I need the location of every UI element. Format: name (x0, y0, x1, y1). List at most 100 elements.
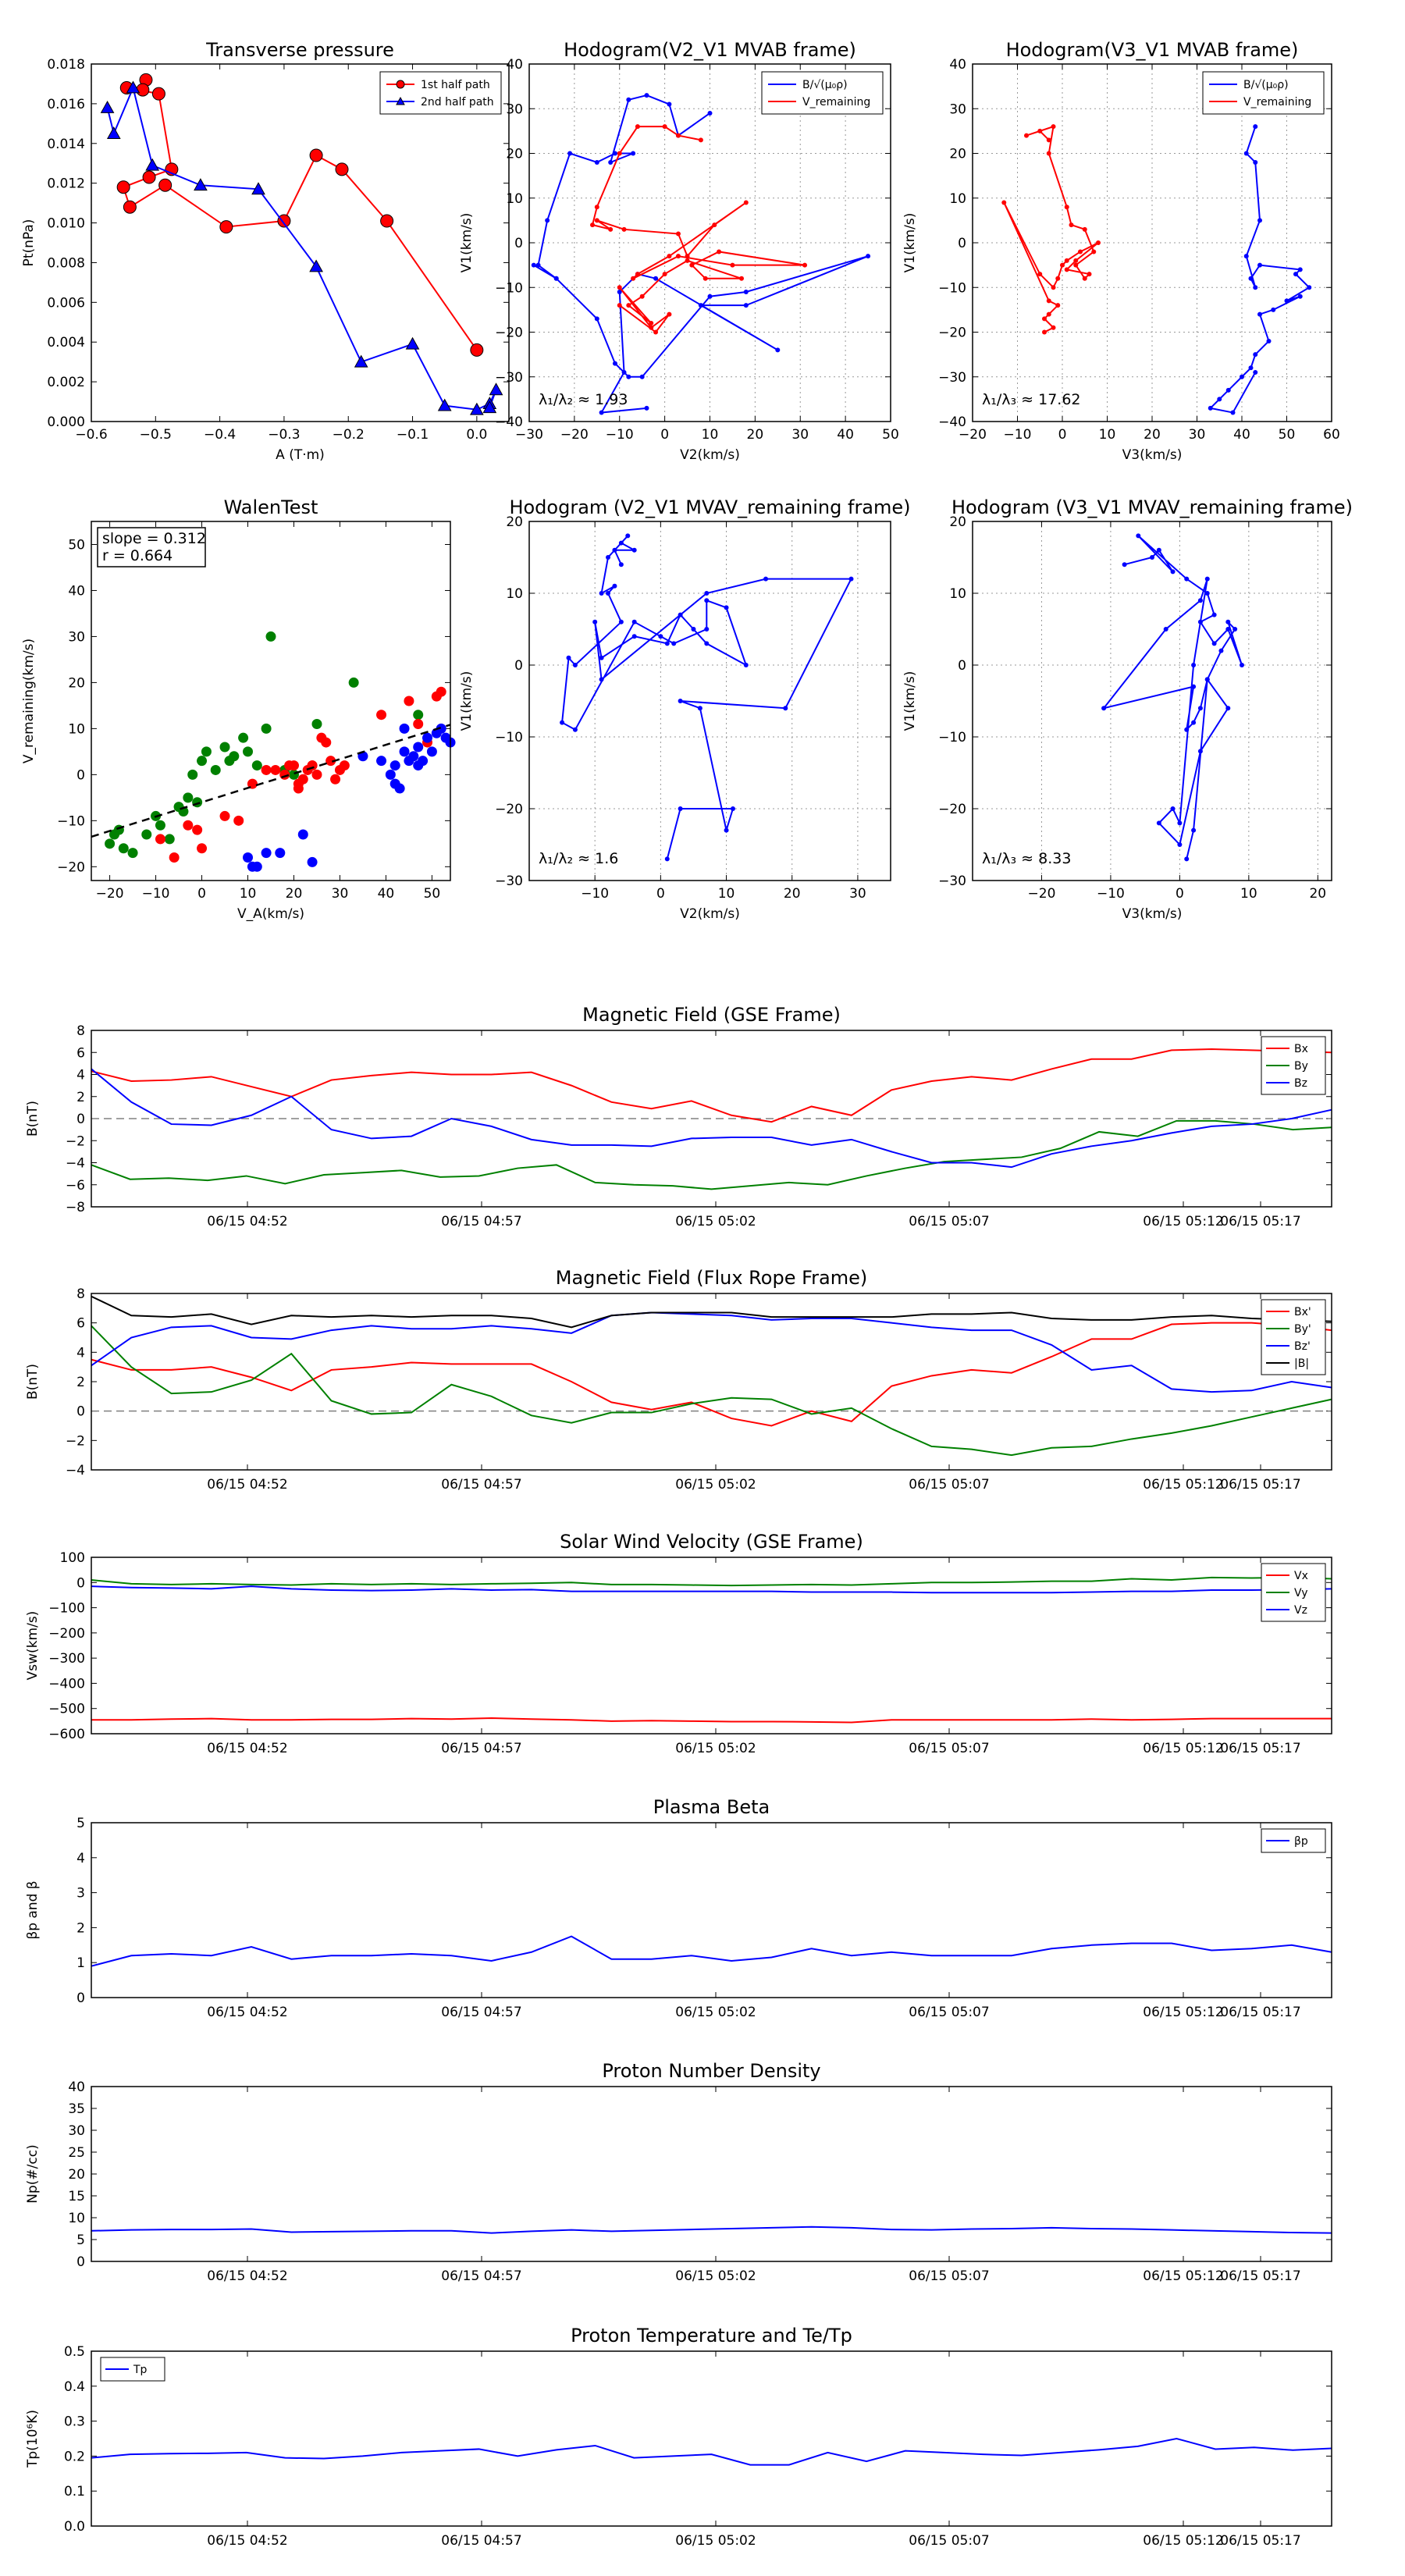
data-point (1046, 137, 1051, 143)
data-point (437, 398, 452, 411)
y-tick-label: 0.010 (47, 216, 85, 232)
data-point-red (330, 774, 341, 785)
y-tick-label: 6 (76, 1316, 85, 1332)
data-point (1253, 159, 1258, 165)
data-point (1046, 298, 1051, 304)
data-point (1243, 151, 1249, 156)
data-point (1204, 576, 1210, 582)
data-point-red (404, 696, 414, 706)
y-tick-label: 15 (68, 2189, 85, 2204)
data-point-blue (385, 769, 396, 780)
time-tick-label: 06/15 05:02 (675, 2005, 756, 2020)
y-tick-label: 0.000 (47, 415, 85, 430)
legend-label: 1st half path (421, 79, 490, 91)
data-point (469, 402, 484, 415)
data-point (572, 663, 578, 667)
y-tick-label: 0.006 (47, 295, 85, 311)
data-point-blue (426, 746, 437, 757)
y-tick-label: 0.5 (64, 2344, 85, 2360)
chart-title: Plasma Beta (653, 1796, 770, 1818)
data-point-green (118, 843, 129, 854)
y-tick-label: 10 (68, 2211, 85, 2226)
data-point (1078, 249, 1083, 254)
data-point (1101, 706, 1107, 711)
data-point (631, 547, 637, 553)
x-tick-label: 50 (882, 427, 899, 443)
time-tick-label: 06/15 04:52 (207, 1477, 287, 1493)
chart-title: Magnetic Field (Flux Rope Frame) (556, 1267, 867, 1289)
data-point (594, 205, 599, 210)
data-point (626, 374, 631, 379)
data-point (106, 126, 121, 139)
panel-tp: 0.0 0.1 0.2 0.3 0.4 0.5 06/15 04:52 06/15 04:57… (25, 2325, 1332, 2549)
data-point (717, 249, 722, 254)
time-tick-label: 06/15 05:17 (1220, 2005, 1300, 2020)
data-point (698, 137, 703, 143)
y-tick-label: 10 (506, 586, 523, 602)
x-tick-label: 30 (1189, 427, 1206, 443)
data-point (1042, 316, 1047, 322)
data-point (644, 93, 649, 98)
data-point (689, 262, 695, 268)
y-axis-label: Vsw(km/s) (25, 1611, 41, 1681)
data-point (482, 400, 497, 414)
data-point (1091, 249, 1097, 254)
data-point (1177, 820, 1183, 826)
y-axis-label: Tp(10⁶K) (25, 2410, 41, 2468)
data-point (553, 276, 559, 281)
data-point (675, 231, 681, 237)
y-tick-label: 0.2 (64, 2449, 85, 2464)
panel-bfr: −4 −2 0 2 4 6 8 06/15 04:52 06/15 04:57 06/15 05:… (25, 1267, 1332, 1493)
time-tick-label: 06/15 05:07 (909, 1741, 989, 1756)
data-point-red (197, 843, 208, 854)
legend-label: Bx (1294, 1043, 1308, 1055)
y-tick-label: −40 (495, 415, 523, 430)
y-tick-label: −30 (938, 370, 966, 386)
series-line-Bz (91, 1068, 1332, 1169)
series-line-By' (91, 1325, 1332, 1457)
data-point (1257, 311, 1262, 317)
legend: Tp (100, 2357, 165, 2382)
plot-frame (91, 1822, 1332, 1998)
data-point (1297, 294, 1303, 299)
data-point-blue (436, 723, 446, 734)
data-point-blue (422, 732, 433, 743)
y-tick-label: 4 (76, 1345, 85, 1361)
data-point (151, 87, 165, 101)
panel-bgse: −8 −6 −4 −2 0 2 4 6 8 06/15 04:52 06/15 04:57 06/15… (25, 1004, 1332, 1229)
data-point (566, 655, 571, 660)
data-point-blue (275, 848, 286, 859)
data-point (685, 258, 690, 263)
data-point (724, 605, 729, 610)
data-point-green (413, 710, 424, 720)
data-point (1240, 374, 1244, 379)
data-point (612, 361, 617, 366)
data-point (702, 276, 708, 281)
chart-title: Hodogram (V2_V1 MVAV_remaining frame) (509, 496, 910, 518)
data-point-green (288, 769, 299, 780)
x-axis-label: V2(km/s) (680, 447, 740, 463)
data-point (664, 856, 670, 862)
y-axis-label: βp and β (25, 1880, 41, 1939)
data-point (653, 329, 659, 335)
time-tick-label: 06/15 05:02 (675, 1477, 756, 1493)
data-point-red (376, 710, 387, 720)
data-point (1191, 663, 1197, 667)
data-point (470, 343, 484, 357)
data-point (639, 374, 645, 379)
data-point-green (243, 746, 254, 757)
y-tick-label: 6 (76, 1045, 85, 1061)
eigen-ratio-annotation: λ₁/λ₂ ≈ 1.6 (539, 850, 618, 867)
y-axis-label: B(nT) (25, 1364, 41, 1400)
y-tick-label: 0.1 (64, 2484, 85, 2500)
chart-title: Transverse pressure (205, 39, 394, 61)
y-tick-label: 20 (506, 147, 523, 162)
legend: B/√(μ₀ρ) V_remaining (1202, 71, 1325, 115)
data-point (145, 158, 160, 171)
x-tick-label: 10 (718, 886, 735, 902)
data-point-red (293, 783, 304, 794)
data-point-red (311, 769, 322, 780)
data-point (535, 262, 541, 268)
data-point (1170, 806, 1176, 811)
y-tick-label: 40 (506, 57, 523, 73)
